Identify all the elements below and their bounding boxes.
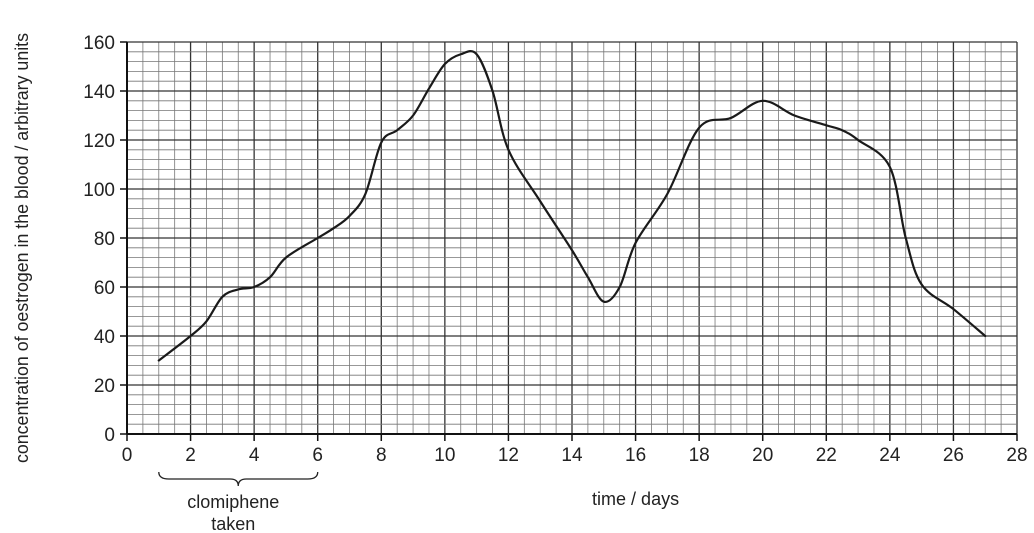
y-tick-label: 40 bbox=[94, 327, 115, 348]
x-tick-label: 18 bbox=[689, 445, 710, 466]
y-tick-label: 120 bbox=[83, 131, 115, 152]
series-layer bbox=[157, 50, 987, 362]
x-tick-label: 12 bbox=[498, 445, 519, 466]
y-tick-label: 60 bbox=[94, 278, 115, 299]
y-tick-label: 140 bbox=[83, 82, 115, 103]
x-tick-label: 28 bbox=[1006, 445, 1027, 466]
y-tick-label: 100 bbox=[83, 180, 115, 201]
oestrogen-series-line bbox=[157, 50, 987, 362]
x-tick-label: 24 bbox=[879, 445, 901, 466]
tick-labels: 0 2 4 6 8 10 12 14 16 18 20 22 24 26 28020406080100120… bbox=[83, 33, 1027, 466]
x-tick-label: 14 bbox=[561, 445, 583, 466]
annotation-layer: clomiphene taken bbox=[158, 471, 319, 533]
chart-axes bbox=[120, 41, 1018, 441]
chart-grid bbox=[126, 41, 1018, 435]
y-tick-label: 80 bbox=[94, 229, 115, 250]
x-tick-label: 4 bbox=[249, 445, 260, 466]
x-tick-label: 8 bbox=[376, 445, 387, 466]
x-tick-label: 2 bbox=[185, 445, 196, 466]
x-tick-label: 16 bbox=[625, 445, 646, 466]
clomiphene-annotation-text: taken bbox=[211, 514, 255, 533]
x-tick-label: 26 bbox=[943, 445, 964, 466]
y-axis-label: concentration of oestrogen in the blood … bbox=[12, 33, 32, 463]
x-tick-label: 0 bbox=[122, 445, 133, 466]
x-tick-label: 20 bbox=[752, 445, 773, 466]
clomiphene-brace bbox=[158, 471, 319, 487]
x-axis-label: time / days bbox=[592, 489, 679, 509]
x-tick-label: 22 bbox=[816, 445, 837, 466]
y-tick-label: 160 bbox=[83, 33, 115, 54]
x-tick-label: 6 bbox=[312, 445, 323, 466]
x-tick-label: 10 bbox=[434, 445, 455, 466]
y-tick-label: 0 bbox=[104, 425, 115, 446]
y-tick-label: 20 bbox=[94, 376, 115, 397]
clomiphene-annotation-text: clomiphene bbox=[187, 492, 279, 512]
